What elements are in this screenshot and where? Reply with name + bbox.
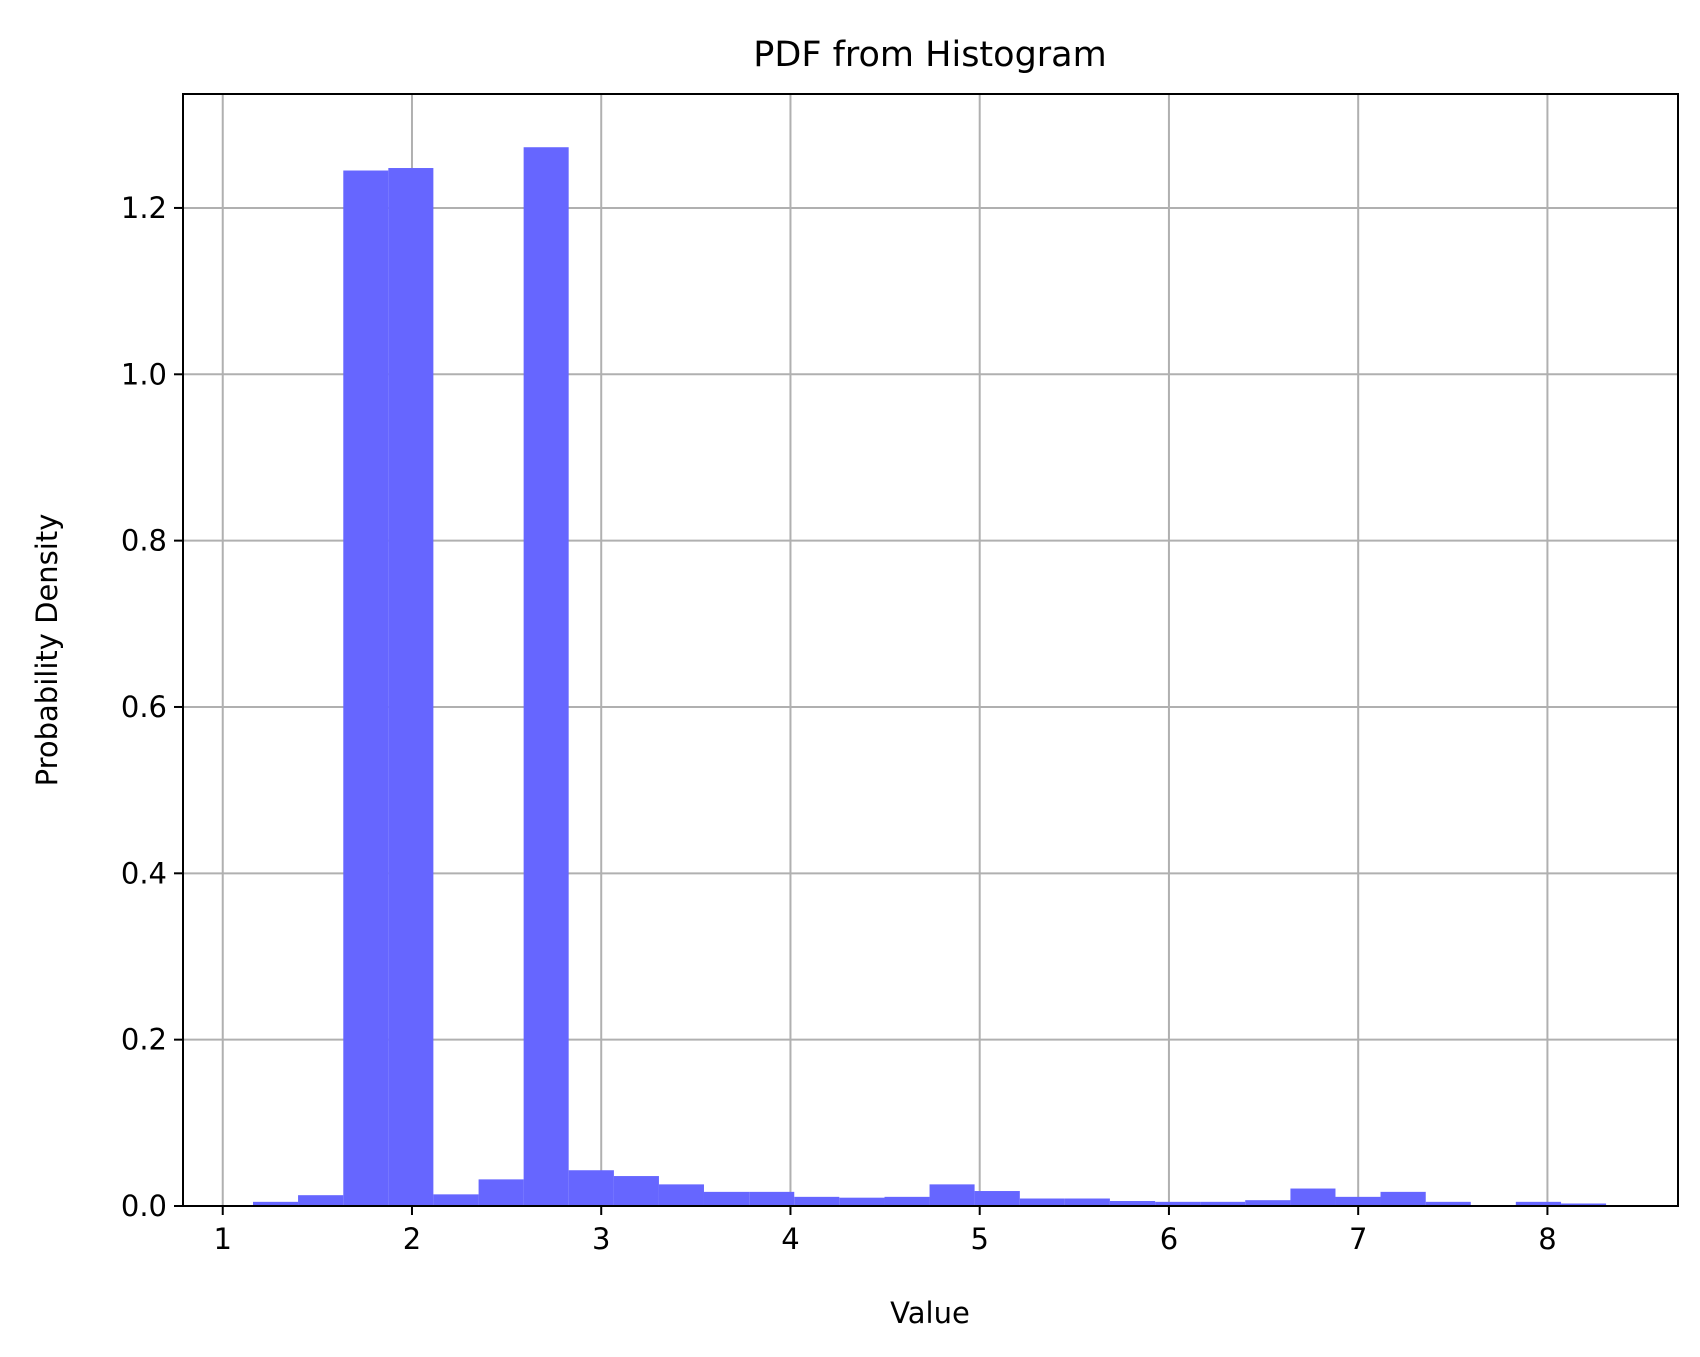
x-tick-label: 4: [781, 1222, 799, 1256]
histogram-bar: [343, 170, 389, 1206]
histogram-bar: [1425, 1201, 1471, 1206]
x-tick-label: 8: [1538, 1222, 1556, 1256]
histogram-bar: [1380, 1191, 1426, 1206]
histogram-bar: [884, 1196, 930, 1206]
histogram-bar: [1245, 1200, 1291, 1206]
histogram-bar: [1200, 1201, 1246, 1206]
x-tick-label: 5: [970, 1222, 988, 1256]
chart-title: PDF from Histogram: [753, 35, 1106, 75]
y-tick-label: 0.0: [121, 1189, 167, 1223]
histogram-bar: [974, 1191, 1020, 1206]
histogram-bar: [703, 1191, 750, 1206]
x-axis-label: Value: [890, 1296, 970, 1330]
histogram-bar: [794, 1196, 840, 1206]
x-tick-label: 3: [592, 1222, 610, 1256]
axis-ticks: 1 2 3 4 5 6 7 8 0.0 0.2 0.4 0.6 0.8 1.0 1.2: [121, 191, 1557, 1256]
histogram-bar: [1019, 1198, 1065, 1206]
x-tick-label: 7: [1349, 1222, 1367, 1256]
histogram-bar: [749, 1191, 795, 1206]
histogram-bar: [1064, 1198, 1110, 1206]
histogram-bar: [613, 1176, 659, 1206]
histogram-bar: [298, 1195, 344, 1206]
histogram-bar: [1155, 1201, 1201, 1206]
histogram-bar: [1335, 1196, 1381, 1206]
histogram-bar: [523, 147, 569, 1206]
histogram-bar: [478, 1179, 524, 1206]
y-tick-label: 0.6: [121, 690, 167, 724]
y-axis-label: Probability Density: [30, 514, 64, 787]
x-tick-label: 6: [1160, 1222, 1178, 1256]
y-tick-label: 0.2: [121, 1023, 167, 1057]
plot-frame: [182, 93, 1679, 1207]
histogram-bar: [1109, 1201, 1156, 1206]
histogram-bar: [839, 1197, 885, 1206]
histogram-bar: [929, 1184, 975, 1206]
histogram-bar: [1515, 1201, 1562, 1206]
histogram-bar: [658, 1184, 704, 1206]
histogram-bar: [568, 1170, 614, 1206]
y-tick-label: 1.0: [121, 357, 167, 391]
histogram-bar: [253, 1201, 299, 1206]
x-tick-label: 1: [214, 1222, 232, 1256]
histogram-bar: [1290, 1188, 1336, 1206]
histogram-bar: [388, 168, 434, 1206]
histogram-bar: [433, 1194, 479, 1206]
y-tick-label: 0.8: [121, 524, 167, 558]
histogram-bars: [253, 147, 1607, 1206]
x-tick-label: 2: [403, 1222, 421, 1256]
histogram-bar: [1561, 1203, 1607, 1206]
y-tick-label: 0.4: [121, 856, 167, 890]
y-tick-label: 1.2: [121, 191, 167, 225]
